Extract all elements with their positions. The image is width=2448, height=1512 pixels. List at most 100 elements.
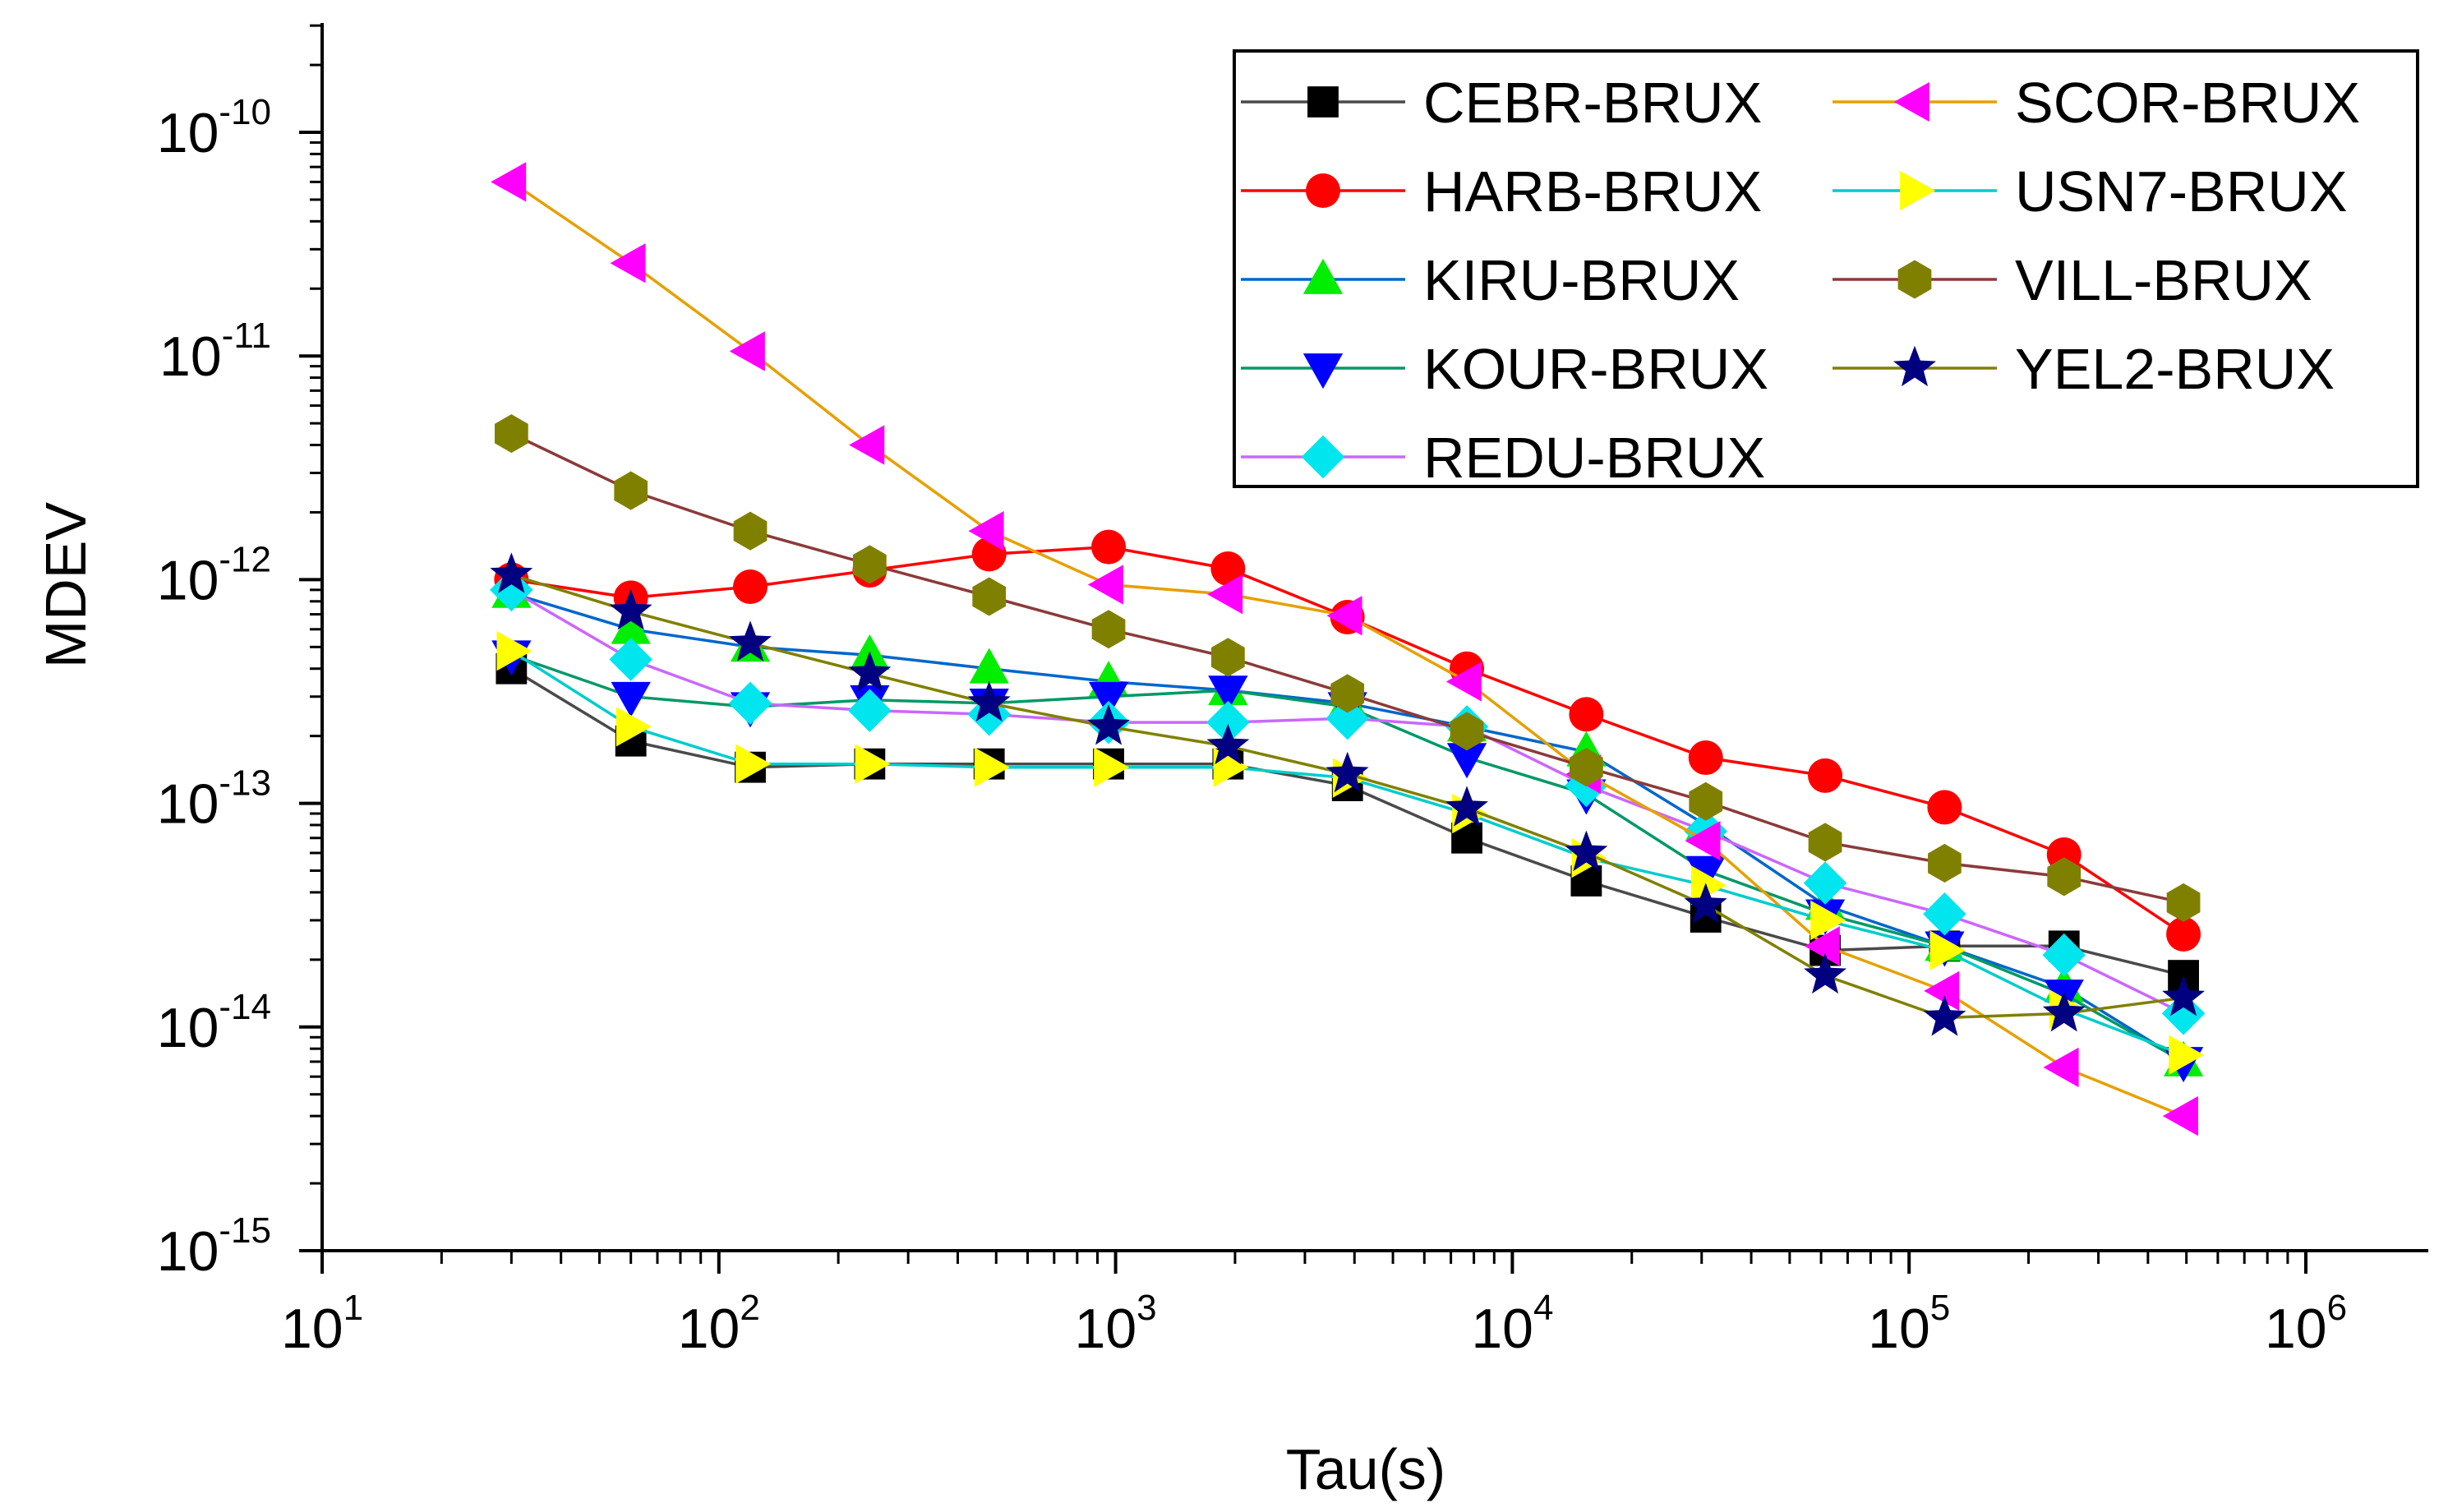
data-point-vill-brux bbox=[494, 414, 528, 454]
data-point-yel2-brux bbox=[729, 620, 772, 662]
series-vill-brux bbox=[494, 414, 2201, 922]
legend-label-scor-brux: SCOR-BRUX bbox=[2015, 71, 2360, 135]
data-point-vill-brux bbox=[1091, 610, 1126, 649]
y-tick-label-base: 10 bbox=[157, 997, 219, 1059]
y-axis-label: MDEV bbox=[34, 502, 98, 669]
data-point-vill-brux bbox=[614, 471, 648, 510]
data-point-redu-brux bbox=[2042, 933, 2086, 977]
x-tick-label: 102 bbox=[678, 1288, 760, 1360]
y-tick-label-base: 10 bbox=[157, 102, 219, 164]
data-point-kour-brux bbox=[1446, 743, 1487, 779]
x-tick-label-base: 10 bbox=[281, 1298, 343, 1360]
legend-label-vill-brux: VILL-BRUX bbox=[2015, 248, 2312, 312]
legend-marker-kiru-brux bbox=[1302, 258, 1344, 294]
series-yel2-brux bbox=[490, 552, 2206, 1036]
data-point-yel2-brux bbox=[1923, 995, 1966, 1036]
legend-item-harb-brux: HARB-BRUX bbox=[1241, 159, 1762, 224]
data-point-scor-brux bbox=[491, 162, 527, 202]
legend-marker-yel2-brux bbox=[1893, 345, 1936, 387]
x-tick-label: 104 bbox=[1471, 1288, 1553, 1360]
data-point-usn7-brux bbox=[974, 747, 1010, 787]
data-point-redu-brux bbox=[1803, 861, 1847, 905]
data-point-redu-brux bbox=[848, 689, 892, 732]
legend-label-redu-brux: REDU-BRUX bbox=[1423, 426, 1765, 490]
legend-label-kiru-brux: KIRU-BRUX bbox=[1423, 248, 1740, 312]
data-point-vill-brux bbox=[1570, 748, 1603, 787]
ticks-layer: 101 102 103 104 105 10610-1510-1410-1310-1210… bbox=[157, 24, 2347, 1360]
data-point-yel2-brux bbox=[2042, 990, 2086, 1032]
y-tick-label-base: 10 bbox=[157, 549, 219, 611]
data-point-harb-brux bbox=[1569, 697, 1604, 732]
data-point-scor-brux bbox=[729, 331, 765, 371]
legend-marker-vill-brux bbox=[1897, 260, 1932, 299]
data-point-yel2-brux bbox=[1087, 704, 1131, 745]
data-point-kour-brux bbox=[1088, 681, 1129, 717]
x-axis-label: Tau(s) bbox=[1286, 1437, 1445, 1501]
data-point-redu-brux bbox=[1325, 696, 1369, 740]
data-point-vill-brux bbox=[2047, 857, 2081, 897]
legend-item-vill-brux: VILL-BRUX bbox=[1833, 248, 2312, 312]
data-point-scor-brux bbox=[1924, 970, 1960, 1012]
x-tick-label-exponent: 1 bbox=[343, 1288, 363, 1328]
axes-layer bbox=[320, 23, 2428, 1252]
data-point-vill-brux bbox=[972, 577, 1007, 616]
data-point-vill-brux bbox=[2166, 883, 2201, 922]
data-point-yel2-brux bbox=[1206, 723, 1250, 765]
data-point-scor-brux bbox=[1207, 574, 1243, 615]
y-tick-label: 10-12 bbox=[157, 539, 271, 611]
data-point-scor-brux bbox=[1445, 662, 1482, 702]
data-point-vill-brux bbox=[1928, 843, 1962, 883]
data-point-yel2-brux bbox=[848, 651, 892, 692]
data-point-harb-brux bbox=[2166, 916, 2201, 952]
legend-item-cebr-brux: CEBR-BRUX bbox=[1241, 71, 1762, 135]
y-tick-label: 10-13 bbox=[157, 763, 271, 836]
data-point-yel2-brux bbox=[1684, 883, 1727, 924]
x-tick-label: 103 bbox=[1075, 1288, 1157, 1360]
data-point-usn7-brux bbox=[735, 744, 772, 784]
y-tick-label-exponent: -12 bbox=[219, 539, 271, 579]
series-harb-brux bbox=[494, 529, 2201, 952]
legend-label-harb-brux: HARB-BRUX bbox=[1423, 159, 1762, 224]
data-point-redu-brux bbox=[609, 638, 652, 681]
data-point-scor-brux bbox=[1685, 821, 1721, 861]
legend: CEBR-BRUX HARB-BRUX KIRU-BRUX KOUR-BRUX REDU… bbox=[1233, 49, 2419, 490]
data-point-vill-brux bbox=[852, 545, 887, 584]
y-tick-label: 10-15 bbox=[157, 1210, 271, 1283]
x-tick-label: 106 bbox=[2265, 1288, 2347, 1360]
data-point-yel2-brux bbox=[1565, 830, 1608, 872]
data-point-yel2-brux bbox=[2162, 975, 2206, 1016]
data-point-scor-brux bbox=[1804, 926, 1840, 966]
series-line-vill-brux bbox=[510, 432, 2184, 905]
data-point-scor-brux bbox=[1326, 596, 1362, 636]
x-tick-label-exponent: 3 bbox=[1136, 1288, 1156, 1328]
legend-marker-harb-brux bbox=[1306, 173, 1340, 208]
data-point-usn7-brux bbox=[2169, 1035, 2205, 1075]
data-point-usn7-brux bbox=[1810, 900, 1846, 941]
legend-box bbox=[1233, 49, 2419, 488]
data-point-harb-brux bbox=[733, 569, 768, 604]
legend-item-scor-brux: SCOR-BRUX bbox=[1833, 71, 2360, 135]
y-tick-label-exponent: -11 bbox=[222, 316, 271, 356]
data-point-usn7-brux bbox=[1929, 930, 1966, 970]
data-point-harb-brux bbox=[1927, 790, 1962, 825]
legend-item-kiru-brux: KIRU-BRUX bbox=[1241, 248, 1740, 312]
data-point-kiru-brux bbox=[611, 608, 651, 644]
x-tick-label-exponent: 6 bbox=[2327, 1288, 2347, 1328]
y-tick-label-base: 10 bbox=[157, 1220, 219, 1283]
x-tick-label-base: 10 bbox=[1075, 1298, 1137, 1360]
data-point-usn7-brux bbox=[855, 744, 891, 784]
legend-label-usn7-brux: USN7-BRUX bbox=[2015, 159, 2348, 224]
series-layer bbox=[490, 162, 2206, 1136]
data-point-usn7-brux bbox=[1690, 865, 1727, 906]
data-point-yel2-brux bbox=[609, 588, 652, 630]
y-tick-label-exponent: -13 bbox=[219, 763, 271, 804]
x-tick-label-exponent: 2 bbox=[740, 1288, 759, 1328]
legend-item-yel2-brux: YEL2-BRUX bbox=[1833, 337, 2335, 401]
y-tick-label: 10-14 bbox=[157, 987, 271, 1059]
data-point-yel2-brux bbox=[1804, 952, 1847, 994]
data-point-yel2-brux bbox=[490, 552, 533, 593]
data-point-kour-brux bbox=[1208, 675, 1248, 712]
legend-label-kour-brux: KOUR-BRUX bbox=[1423, 337, 1768, 401]
x-tick-label-exponent: 4 bbox=[1533, 1288, 1553, 1328]
data-point-redu-brux bbox=[2161, 992, 2206, 1035]
